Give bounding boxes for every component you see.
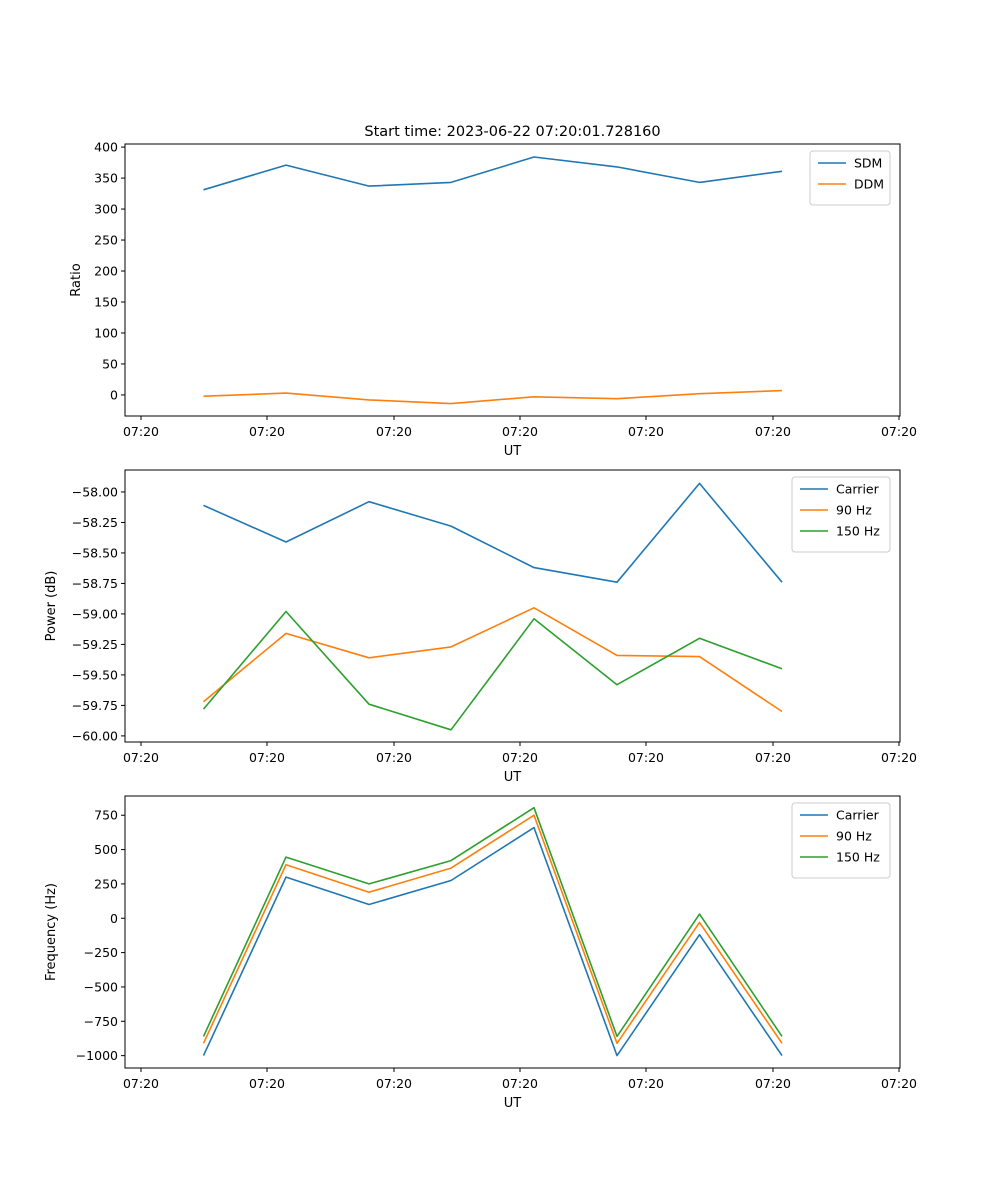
legend-box: [809, 150, 891, 206]
x-tick-label: 07:20: [376, 1076, 412, 1091]
x-axis-label: UT: [504, 1096, 522, 1111]
series-line-90-hz: [202, 814, 783, 1045]
y-tick-label: 150: [94, 294, 118, 309]
legend-label: Carrier: [836, 482, 880, 497]
y-tick-label: −59.75: [72, 698, 118, 713]
y-tick-label: 200: [94, 264, 118, 279]
y-tick-label: −58.50: [72, 545, 118, 560]
x-tick-label: 07:20: [628, 750, 664, 765]
frequency-panel: −1000 −750 −500 −250 0 250 500 750 07:20 07:20 07:…: [44, 795, 917, 1111]
y-tick-label: 500: [94, 842, 118, 857]
x-tick-label: 07:20: [628, 424, 664, 439]
y-tick-label: 350: [94, 171, 118, 186]
x-tick-label: 07:20: [123, 750, 159, 765]
y-axis-label: Frequency (Hz): [44, 883, 59, 981]
legend-box: [791, 802, 891, 879]
y-tick-label: −250: [84, 945, 118, 960]
series-line-carrier: [202, 826, 783, 1057]
x-axis-label: UT: [504, 444, 522, 459]
series-line-sdm: [203, 156, 783, 191]
x-tick-label: 07:20: [123, 424, 159, 439]
y-axis-label: Ratio: [69, 263, 84, 296]
y-tick-label: −60.00: [72, 728, 118, 743]
x-tick-label: 07:20: [376, 424, 412, 439]
legend-box: [791, 476, 891, 553]
x-tick-label: 07:20: [881, 750, 917, 765]
series-line-150-hz: [202, 806, 783, 1038]
axes-frame: [124, 469, 901, 743]
y-tick-label: −59.25: [72, 637, 118, 652]
y-tick-label: 250: [94, 233, 118, 248]
legend-label: 90 Hz: [836, 503, 872, 518]
x-tick-label: 07:20: [376, 750, 412, 765]
x-tick-label: 07:20: [123, 1076, 159, 1091]
y-tick-label: 100: [94, 325, 118, 340]
x-tick-label: 07:20: [881, 1076, 917, 1091]
y-axis-label: Power (dB): [44, 571, 59, 642]
legend-label: DDM: [854, 177, 884, 192]
x-tick-label: 07:20: [249, 424, 285, 439]
y-tick-label: −750: [84, 1014, 118, 1029]
x-tick-label: 07:20: [755, 424, 791, 439]
y-tick-label: −58.75: [72, 576, 118, 591]
legend-label: 90 Hz: [836, 829, 872, 844]
series-line-carrier: [203, 482, 783, 584]
x-tick-label: 07:20: [502, 424, 538, 439]
legend-label: SDM: [854, 156, 882, 171]
axes-frame: [124, 795, 901, 1069]
y-tick-label: −58.00: [72, 484, 118, 499]
y-tick-label: −1000: [76, 1048, 118, 1063]
series-line-90-hz: [202, 606, 783, 713]
x-tick-label: 07:20: [628, 1076, 664, 1091]
y-tick-label: −500: [84, 979, 118, 994]
figure-title: Start time: 2023-06-22 07:20:01.728160: [364, 124, 660, 140]
y-tick-label: 50: [102, 356, 118, 371]
axes-frame: [124, 143, 901, 417]
y-tick-label: 750: [94, 808, 118, 823]
x-tick-label: 07:20: [502, 750, 538, 765]
y-tick-label: 400: [94, 140, 118, 155]
x-tick-label: 07:20: [249, 750, 285, 765]
x-tick-label: 07:20: [249, 1076, 285, 1091]
y-tick-label: −59.50: [72, 667, 118, 682]
power-panel: −60.00 −59.75 −59.50 −59.25 −59.00 −58.75 −58.…: [44, 469, 917, 785]
y-tick-label: −59.00: [72, 606, 118, 621]
y-tick-label: 250: [94, 876, 118, 891]
x-tick-label: 07:20: [881, 424, 917, 439]
y-tick-label: −58.25: [72, 515, 118, 530]
ratio-panel: 0 50 100 150 200 250 300 350 400 07:20 07:20 07:20 0…: [69, 140, 917, 459]
legend-label: 150 Hz: [836, 850, 880, 865]
x-tick-label: 07:20: [502, 1076, 538, 1091]
legend-label: Carrier: [836, 808, 880, 823]
series-line-150-hz: [202, 610, 783, 731]
y-tick-label: 0: [110, 387, 118, 402]
legend-label: 150 Hz: [836, 524, 880, 539]
x-tick-label: 07:20: [755, 750, 791, 765]
x-axis-label: UT: [504, 770, 522, 785]
series-line-ddm: [203, 389, 783, 405]
x-tick-label: 07:20: [755, 1076, 791, 1091]
y-tick-label: 300: [94, 202, 118, 217]
y-tick-label: 0: [110, 911, 118, 926]
